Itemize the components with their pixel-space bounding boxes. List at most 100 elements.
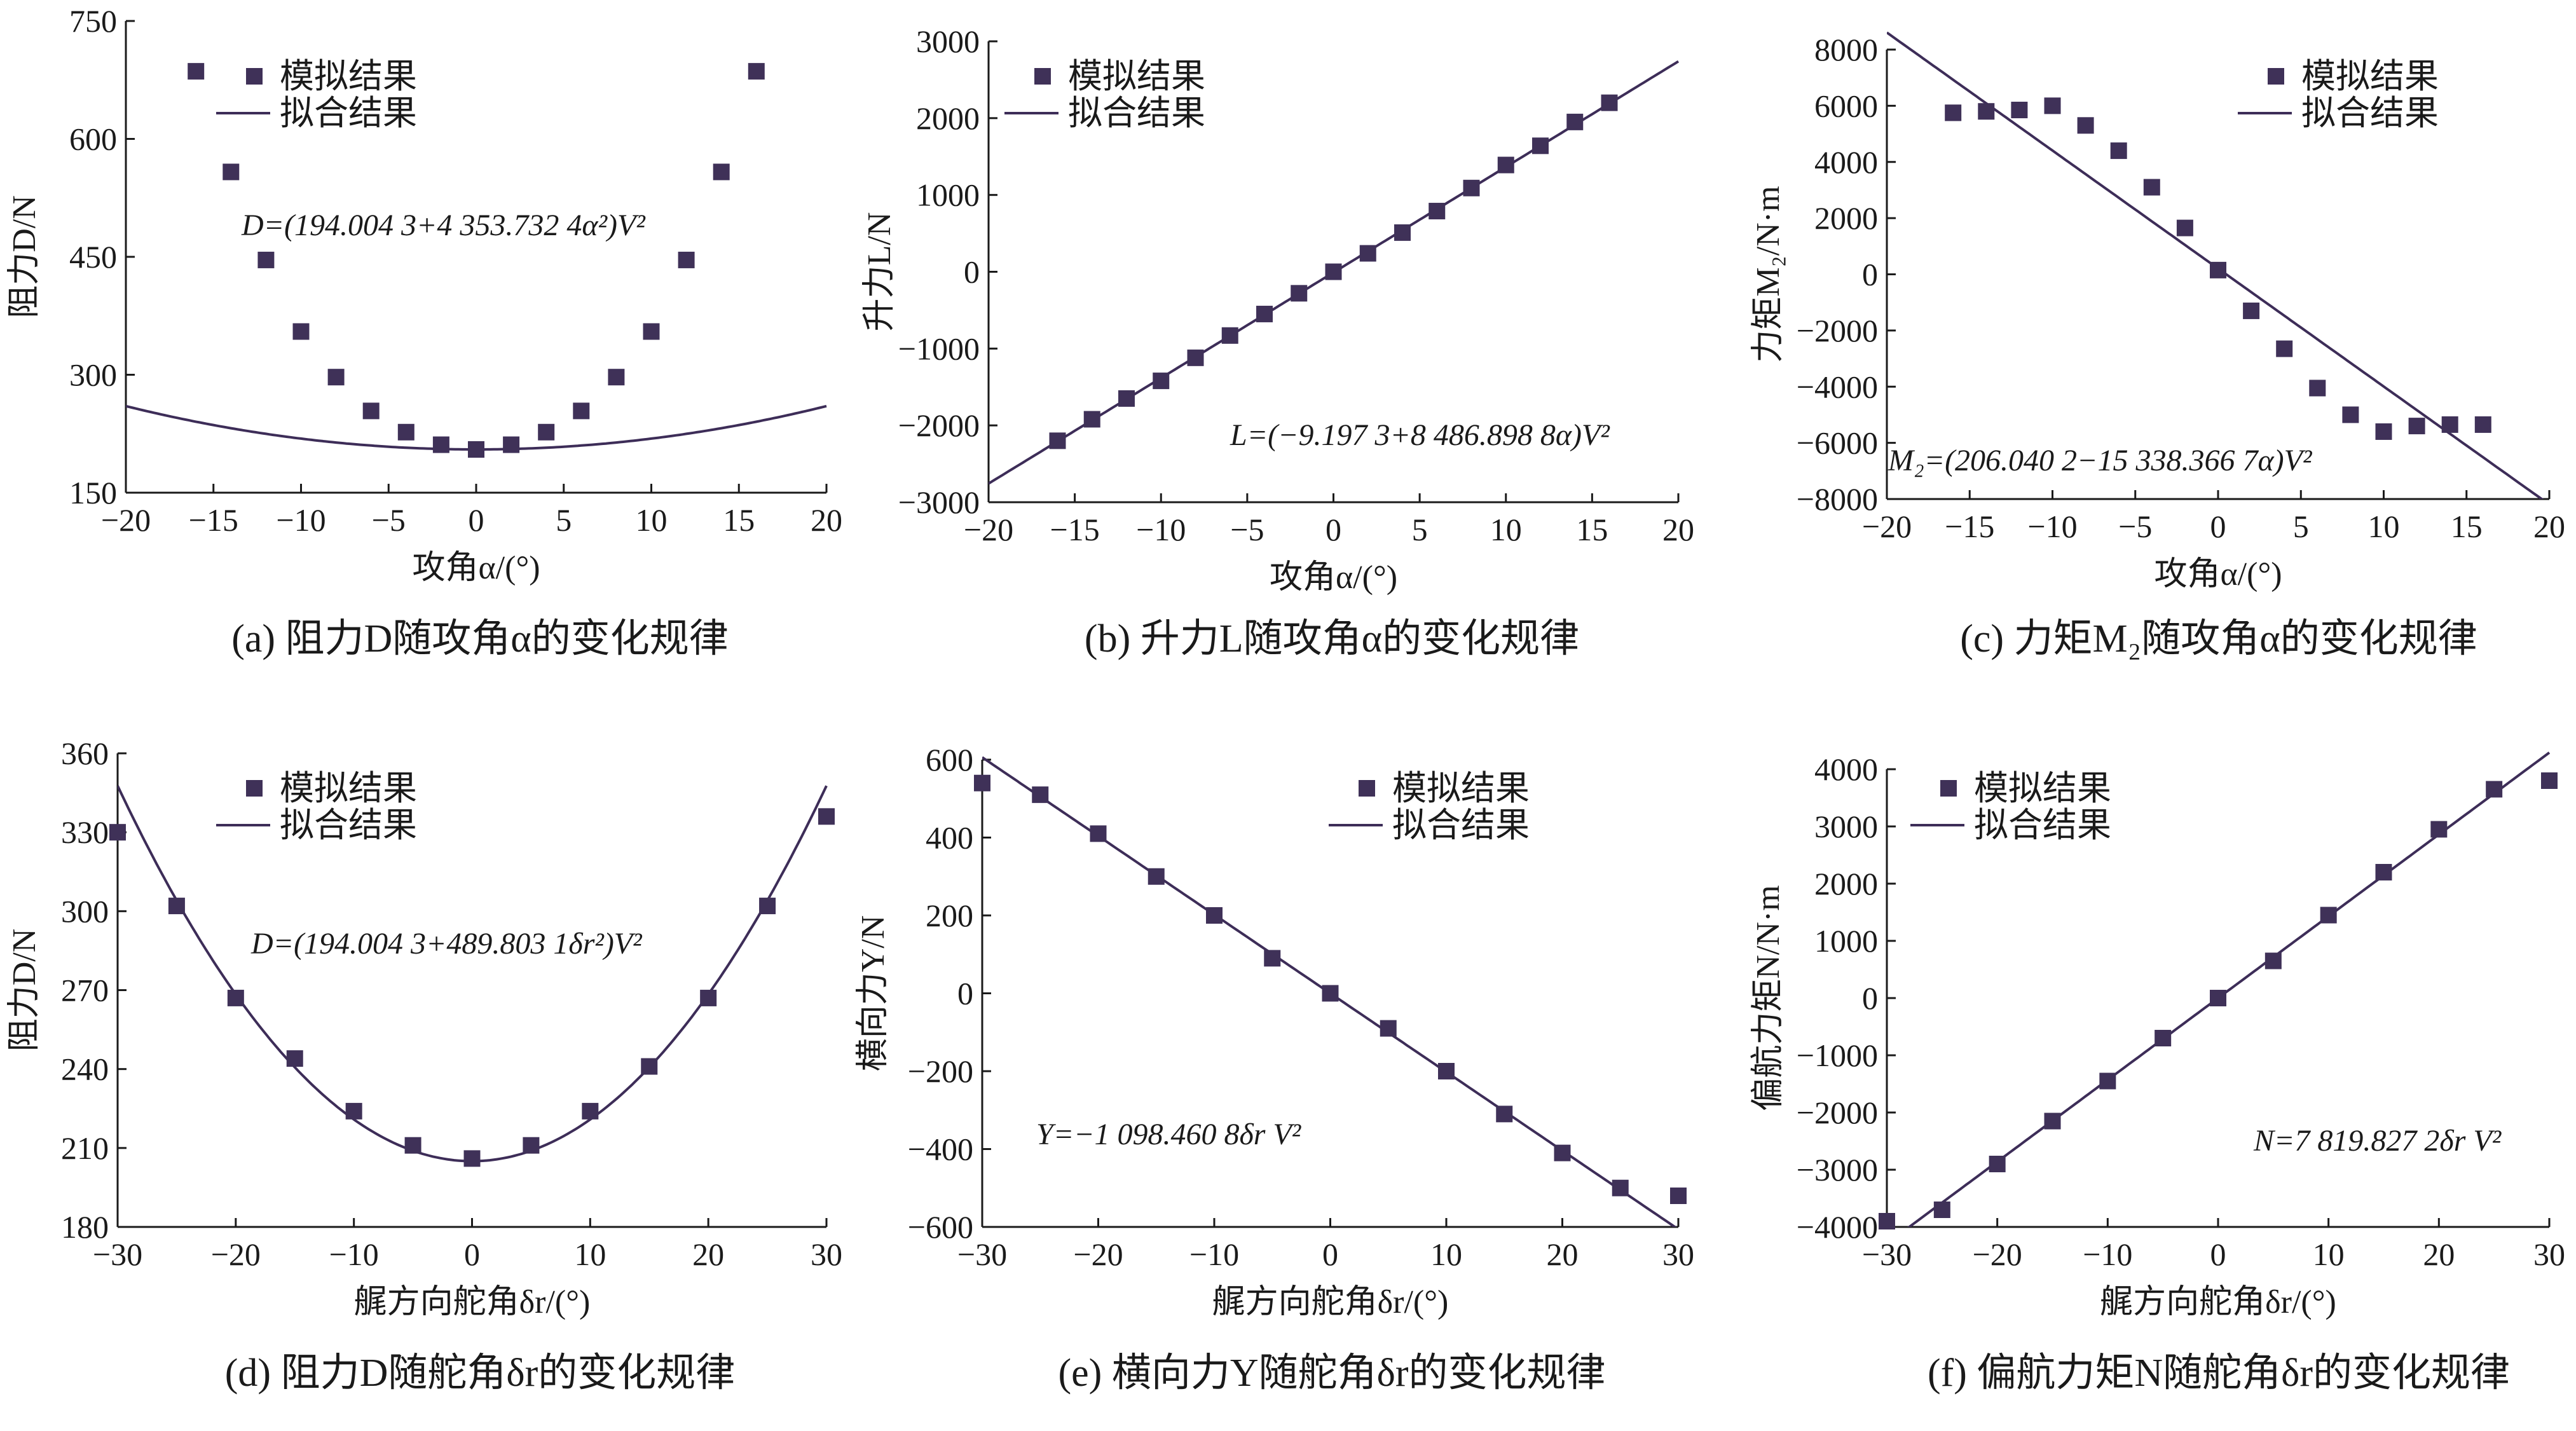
y-tick-label: 600 <box>69 121 117 157</box>
panel-caption: (b) 升力L随攻角α的变化规律 <box>1085 617 1579 661</box>
data-point <box>223 163 240 181</box>
panel-caption: (a) 阻力D随攻角α的变化规律 <box>231 617 729 661</box>
chart-panel-f: −30 −20 −10 0 10 20 30 −4000 −3000 −2000 −1000 0 100… <box>1750 751 2565 1395</box>
data-point <box>1153 373 1170 390</box>
data-point <box>1438 1063 1455 1079</box>
data-point <box>523 1137 540 1154</box>
fit-equation: N=7 819.827 2δr V² <box>2253 1124 2502 1158</box>
y-tick-label: 8000 <box>1814 32 1878 67</box>
data-point <box>582 1102 599 1119</box>
data-point <box>2176 219 2193 236</box>
data-point <box>1463 179 1480 196</box>
x-tick-label: −10 <box>276 502 325 538</box>
data-point <box>2474 416 2491 433</box>
y-tick-label: 600 <box>926 742 973 777</box>
y-tick-label: 4000 <box>1814 144 1878 180</box>
y-axis-label: 横向力Y/N <box>855 915 891 1072</box>
data-point <box>759 898 776 915</box>
data-point <box>1554 1144 1571 1161</box>
data-point <box>700 989 717 1006</box>
x-tick-label: −20 <box>1973 1236 2022 1272</box>
data-point <box>404 1137 421 1154</box>
data-point <box>1359 245 1376 262</box>
x-tick-label: 20 <box>1662 512 1694 547</box>
data-point <box>1497 156 1514 174</box>
x-tick-label: −20 <box>964 512 1013 547</box>
y-tick-label: −2000 <box>1797 1095 1878 1130</box>
data-point <box>2110 142 2127 160</box>
y-tick-label: 450 <box>69 239 117 275</box>
data-point <box>2099 1072 2116 1090</box>
data-point <box>2210 261 2226 278</box>
data-point <box>2210 990 2226 1006</box>
x-tick-label: −30 <box>957 1236 1007 1272</box>
data-point <box>1264 950 1281 967</box>
y-tick-label: −2000 <box>1797 313 1878 348</box>
y-axis-label: 力矩M₂/N·m <box>1750 186 1786 362</box>
data-point <box>1291 285 1308 302</box>
x-tick-label: 20 <box>692 1236 724 1272</box>
chart-panel-c: −20 −15 −10 −5 0 5 10 15 20 −8000 −6000 −4000 −2000 0… <box>1750 31 2565 661</box>
data-point <box>2143 179 2160 196</box>
legend-label: 拟合结果 <box>280 94 417 132</box>
chart-panel-a: −20 −15 −10 −5 0 5 10 15 20 150 300 450 600 750 攻角α/(°… <box>6 3 842 661</box>
y-tick-label: 300 <box>61 893 109 929</box>
x-tick-label: −30 <box>93 1236 142 1272</box>
x-tick-label: 5 <box>556 502 572 538</box>
legend-marker <box>246 68 263 85</box>
x-tick-label: 20 <box>811 502 842 538</box>
x-tick-label: 30 <box>2533 1236 2565 1272</box>
y-tick-label: −200 <box>908 1053 973 1089</box>
data-point <box>1989 1156 2006 1172</box>
legend-label: 模拟结果 <box>2301 57 2439 95</box>
legend-marker <box>246 780 263 797</box>
y-tick-label: 330 <box>61 814 109 850</box>
x-tick-label: −20 <box>1862 509 1912 544</box>
y-tick-label: −1000 <box>1797 1037 1878 1073</box>
x-tick-label: 15 <box>2451 509 2483 544</box>
data-point <box>1322 985 1339 1002</box>
x-tick-label: 20 <box>1547 1236 1579 1272</box>
data-point <box>1945 104 1962 121</box>
data-point <box>1083 411 1100 428</box>
data-point <box>2044 1113 2061 1130</box>
y-tick-label: 0 <box>1862 257 1878 292</box>
x-tick-label: −10 <box>2027 509 2077 544</box>
x-tick-label: −5 <box>1230 512 1264 547</box>
data-point <box>1325 263 1342 280</box>
y-tick-label: 200 <box>926 898 973 933</box>
x-tick-label: 10 <box>2368 509 2400 544</box>
x-tick-label: −5 <box>2118 509 2152 544</box>
x-axis-label: 艉方向舵角δr/(°) <box>2100 1284 2336 1320</box>
y-tick-label: −8000 <box>1797 481 1878 517</box>
y-tick-label: 360 <box>61 736 109 771</box>
data-point <box>397 423 414 441</box>
x-tick-label: 5 <box>2293 509 2309 544</box>
y-tick-label: −3000 <box>1797 1152 1878 1188</box>
legend-marker <box>1034 68 1051 85</box>
y-tick-label: −600 <box>908 1209 973 1245</box>
legend-label: 模拟结果 <box>1974 769 2111 807</box>
data-point <box>538 423 555 441</box>
x-tick-label: 5 <box>1412 512 1428 547</box>
data-point <box>1496 1106 1513 1123</box>
legend-label: 模拟结果 <box>280 769 417 807</box>
data-point <box>188 63 205 80</box>
y-tick-label: 0 <box>964 254 980 290</box>
data-point <box>2541 772 2558 789</box>
x-tick-label: −15 <box>1050 512 1100 547</box>
data-point <box>1394 224 1411 241</box>
legend-marker <box>1359 780 1375 797</box>
legend-label: 模拟结果 <box>280 57 417 95</box>
x-tick-label: 20 <box>2423 1236 2455 1272</box>
x-tick-label: 10 <box>1490 512 1522 547</box>
data-point <box>362 402 380 420</box>
y-tick-label: 3000 <box>916 24 980 59</box>
x-tick-label: 10 <box>1430 1236 1462 1272</box>
y-axis-label: 升力L/N <box>861 212 898 332</box>
legend-label: 模拟结果 <box>1068 57 1205 95</box>
data-point <box>1187 349 1204 366</box>
y-tick-label: 2000 <box>916 100 980 136</box>
data-point <box>1933 1202 1950 1218</box>
data-point <box>432 436 449 453</box>
